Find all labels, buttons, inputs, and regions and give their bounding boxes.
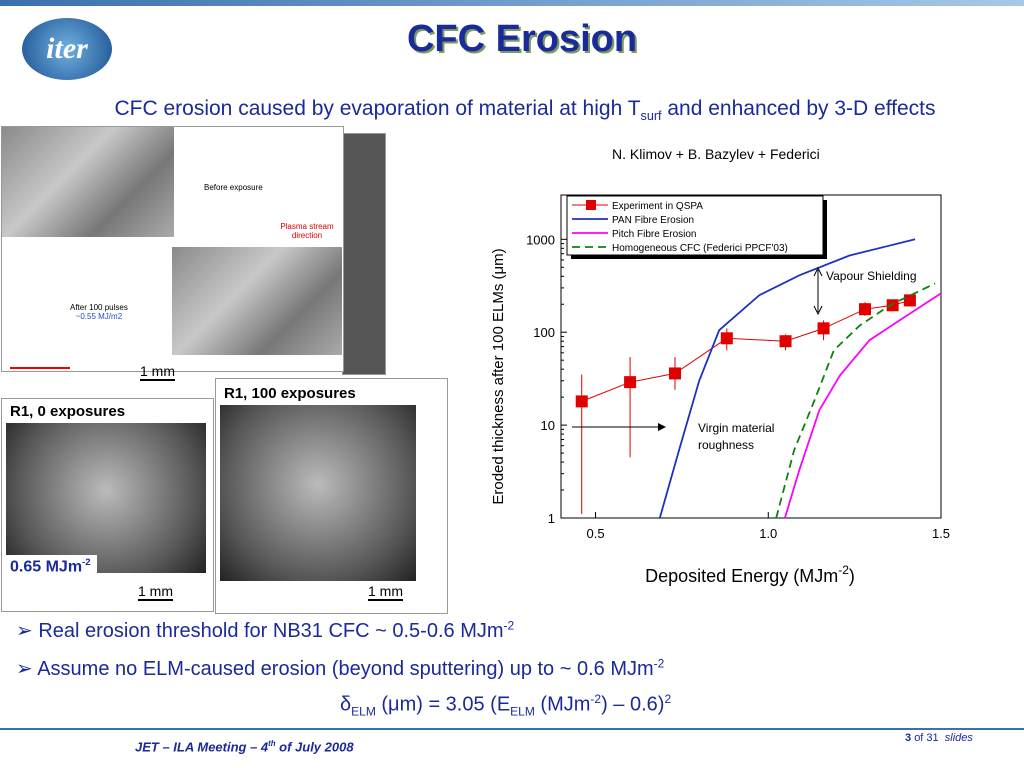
x-label-part: ) <box>849 566 855 586</box>
subtitle: CFC erosion caused by evaporation of mat… <box>50 94 1000 131</box>
y-tick-label: 100 <box>533 325 555 340</box>
subtitle-sub: surf <box>640 109 662 124</box>
energy-sup: -2 <box>82 557 91 568</box>
photo <box>2 127 174 237</box>
series-line <box>775 282 936 519</box>
f: (MJm <box>534 693 591 716</box>
data-point <box>720 332 733 345</box>
annotation: Virgin material <box>698 421 774 435</box>
ft: th <box>268 739 276 748</box>
footer-band <box>0 728 1024 730</box>
y-axis-label: Eroded thickness after 100 ELMs (μm) <box>490 248 507 504</box>
y-tick-label: 1 <box>548 511 555 526</box>
y-tick-label: 1000 <box>526 232 555 247</box>
series-line <box>784 292 942 519</box>
caption: Plasma stream direction <box>280 222 334 240</box>
x-label-part: Deposited Energy (MJm <box>645 566 838 586</box>
plot-frame <box>560 194 942 519</box>
arrow-head <box>658 423 666 431</box>
f: -2 <box>590 692 602 706</box>
x-axis-label: Deposited Energy (MJm-2) <box>645 563 855 586</box>
data-point <box>886 299 899 312</box>
data-point <box>817 322 830 335</box>
logo: iter <box>22 18 112 80</box>
subtitle-text: CFC erosion caused by evaporation of mat… <box>114 97 641 120</box>
legend-label: Homogeneous CFC (Federici PPCF'03) <box>612 243 788 254</box>
arrow-head <box>813 266 823 316</box>
f: δ <box>340 693 352 716</box>
photo <box>220 405 416 581</box>
caption: After 100 pulses ~0.55 MJ/m2 <box>70 303 128 321</box>
legend-label: Pitch Fibre Erosion <box>612 229 696 240</box>
page-of: of 31 <box>914 732 939 744</box>
red-arrow <box>10 367 70 369</box>
series-line <box>658 238 916 519</box>
bullet: ➢ Assume no ELM-caused erosion (beyond s… <box>16 656 665 680</box>
legend <box>566 195 824 256</box>
caption-line: After 100 pulses <box>70 303 128 312</box>
photo <box>172 247 342 355</box>
photo-back <box>342 133 386 375</box>
legend-marker <box>586 200 596 210</box>
title: CFC Erosion <box>406 18 638 60</box>
x-label-sup: -2 <box>838 563 849 577</box>
page-slides: slides <box>944 732 973 744</box>
data-point <box>903 294 916 307</box>
scale-bar: 1 mm <box>368 583 403 601</box>
page-num: 3 <box>905 732 912 744</box>
subtitle-text: and enhanced by 3-D effects <box>661 97 936 120</box>
data-point <box>779 335 792 348</box>
legend-label: Experiment in QSPA <box>612 201 703 212</box>
legend-label: PAN Fibre Erosion <box>612 215 694 226</box>
f: ELM <box>510 704 535 719</box>
f: ) – 0.6) <box>601 693 665 716</box>
f: (μm) = 3.05 (E <box>375 693 511 716</box>
annotation: roughness <box>698 438 754 452</box>
f: ELM <box>351 704 376 719</box>
bullet-sup: -2 <box>503 618 515 633</box>
data-point <box>669 367 681 380</box>
ft: of July 2008 <box>275 739 354 755</box>
photo-panel: Before exposure Plasma stream direction … <box>1 126 344 381</box>
footer-page: 3 of 31 slides <box>905 732 973 744</box>
caption: R1, 100 exposures <box>224 385 356 402</box>
bullet-text: Real erosion threshold for NB31 CFC ~ 0.… <box>38 620 504 642</box>
bullet: ➢ Real erosion threshold for NB31 CFC ~ … <box>16 618 515 642</box>
top-band <box>0 0 1024 6</box>
data-point <box>624 376 637 389</box>
x-tick-label: 0.5 <box>587 526 605 541</box>
bullet-text: Assume no ELM-caused erosion (beyond spu… <box>37 658 654 680</box>
energy-text: 0.65 MJm <box>10 558 83 576</box>
scale-bar: 1 mm <box>138 583 173 601</box>
formula: δELM (μm) = 3.05 (EELM (MJm-2) – 0.6)2 <box>340 692 671 719</box>
footer-meeting: JET – ILA Meeting – 4th of July 2008 <box>135 739 354 754</box>
series-line <box>581 299 911 402</box>
y-tick-label: 10 <box>541 418 555 433</box>
data-point <box>575 395 588 408</box>
photo-panel: R1, 0 exposures 0.65 MJm-2 1 mm <box>1 398 214 612</box>
photo-panel: R1, 100 exposures 1 mm <box>215 378 448 614</box>
credit: N. Klimov + B. Bazylev + Federici <box>612 146 820 162</box>
x-tick-label: 1.5 <box>932 526 950 541</box>
caption: R1, 0 exposures <box>10 403 126 420</box>
photo <box>6 423 206 573</box>
f: 2 <box>664 692 672 706</box>
ft: JET – ILA Meeting – 4 <box>135 739 269 755</box>
legend-shadow <box>571 200 827 259</box>
annotation: Vapour Shielding <box>826 269 917 283</box>
data-point <box>859 303 871 316</box>
caption-line: ~0.55 MJ/m2 <box>75 312 123 321</box>
energy-label: 0.65 MJm-2 <box>4 555 97 579</box>
scale-bar: 1 mm <box>140 363 175 381</box>
caption: Before exposure <box>204 183 263 192</box>
x-tick-label: 1.0 <box>759 526 777 541</box>
bullet-sup: -2 <box>653 656 665 671</box>
